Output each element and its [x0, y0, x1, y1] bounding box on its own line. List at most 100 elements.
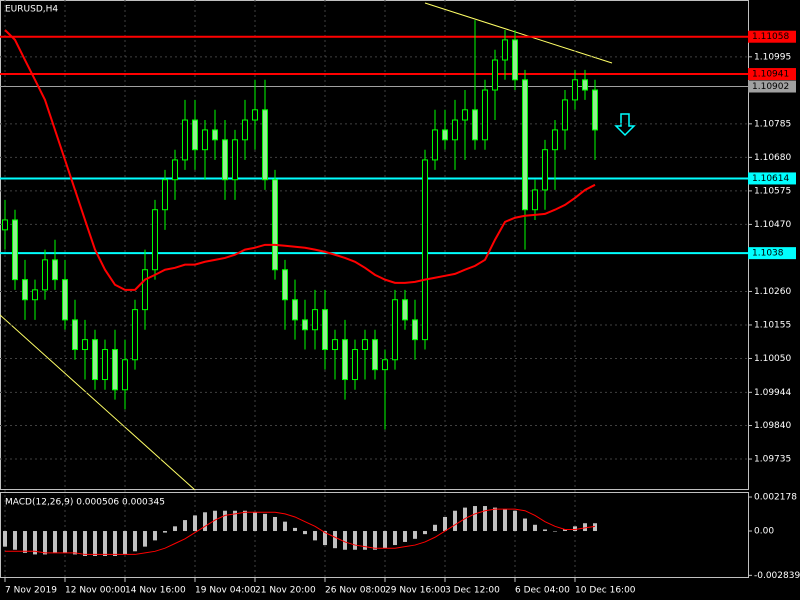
macd-bar — [173, 526, 177, 532]
price-label-box — [748, 80, 796, 93]
macd-bar — [43, 531, 47, 555]
candle-body — [442, 129, 448, 141]
candle-body — [472, 109, 478, 141]
macd-bar — [543, 529, 547, 532]
macd-bar — [223, 510, 227, 532]
candle-body — [272, 179, 278, 271]
macd-bar — [423, 531, 427, 535]
candle-body — [372, 339, 378, 371]
price-label-box — [748, 172, 796, 185]
macd-bar — [533, 524, 537, 532]
candle-body — [212, 129, 218, 141]
candle-body — [102, 349, 108, 381]
candle-body — [22, 279, 28, 301]
candle-body — [192, 119, 198, 151]
macd-bar — [203, 512, 207, 532]
candle-body — [402, 299, 408, 321]
y-tick-label: 1.09735 — [754, 455, 791, 465]
y-tick-label: 1.10155 — [754, 320, 791, 330]
macd-bar — [273, 516, 277, 532]
macd-bar — [283, 521, 287, 532]
macd-bar — [513, 510, 517, 532]
macd-bar — [63, 531, 67, 553]
x-tick-label: 7 Nov 2019 — [5, 586, 57, 596]
macd-bar — [353, 531, 357, 550]
macd-bar — [103, 531, 107, 556]
candle-body — [502, 39, 508, 61]
macd-bar — [133, 531, 137, 552]
x-tick-label: 14 Nov 16:00 — [125, 586, 186, 596]
macd-bar — [363, 531, 367, 550]
macd-bar — [563, 529, 567, 532]
candle-body — [562, 99, 568, 131]
candle-body — [202, 129, 208, 151]
macd-bar — [523, 518, 527, 532]
candle-body — [112, 349, 118, 391]
macd-bar — [243, 510, 247, 532]
macd-bar — [483, 506, 487, 532]
macd-bar — [383, 531, 387, 549]
candle-body — [222, 139, 228, 181]
price-label: 1.10941 — [752, 70, 789, 80]
x-tick-label: 3 Dec 12:00 — [445, 586, 500, 596]
macd-bar — [13, 531, 17, 550]
macd-bar — [3, 531, 7, 547]
price-label: 1.10902 — [752, 82, 789, 92]
macd-bar — [333, 531, 337, 549]
price-label: 1.1038 — [752, 249, 784, 259]
candle-body — [182, 119, 188, 161]
candle-body — [72, 319, 78, 351]
candle-body — [12, 219, 18, 281]
candle-body — [412, 319, 418, 341]
y-tick-label: 1.09840 — [754, 421, 791, 431]
y-tick-label: 0.00 — [754, 527, 774, 537]
y-tick-label: 1.09944 — [754, 388, 791, 398]
macd-bar — [463, 507, 467, 532]
candle-body — [462, 109, 468, 121]
macd-bar — [213, 510, 217, 532]
macd-bar — [253, 512, 257, 532]
candle-body — [582, 79, 588, 91]
candle-body — [32, 289, 38, 301]
candle-body — [482, 89, 488, 141]
price-label-box — [748, 30, 796, 43]
macd-bar — [183, 520, 187, 532]
candle-body — [122, 359, 128, 391]
macd-bar — [473, 506, 477, 532]
candle-body — [552, 129, 558, 151]
y-tick-label: 1.10470 — [754, 220, 791, 230]
candle-body — [432, 129, 438, 161]
candle-body — [522, 79, 528, 211]
candle-body — [492, 59, 498, 91]
macd-bar — [553, 531, 557, 532]
candle-body — [512, 39, 518, 81]
candle-body — [252, 109, 258, 121]
candle-body — [342, 339, 348, 381]
main-frame — [0, 0, 749, 490]
macd-bar — [343, 531, 347, 550]
macd-bar — [373, 531, 377, 550]
price-label: 1.10614 — [752, 174, 789, 184]
macd-bar — [123, 531, 127, 555]
sell-arrow — [614, 113, 636, 137]
x-tick-label: 26 Nov 08:00 — [325, 586, 386, 596]
candle-body — [132, 309, 138, 361]
macd-title: MACD(12,26,9) 0.000506 0.000345 — [5, 498, 165, 508]
trend-line — [0, 314, 196, 491]
candle-body — [52, 259, 58, 281]
macd-bar — [83, 531, 87, 556]
candle-body — [362, 339, 368, 351]
macd-bar — [93, 531, 97, 556]
candle-body — [322, 309, 328, 351]
macd-bar — [323, 531, 327, 546]
candle-body — [352, 349, 358, 381]
macd-bar — [73, 531, 77, 555]
macd-bar — [313, 531, 317, 541]
macd-bar — [583, 523, 587, 532]
candle-body — [422, 159, 428, 341]
macd-bar — [143, 531, 147, 547]
x-tick-label: 29 Nov 16:00 — [385, 586, 446, 596]
x-tick-label: 21 Nov 20:00 — [255, 586, 316, 596]
